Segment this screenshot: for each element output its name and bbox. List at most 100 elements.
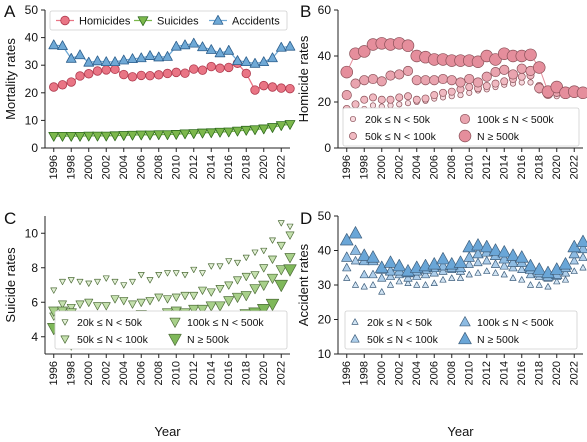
accidents-point <box>240 56 252 67</box>
panel-b-point-group-4 <box>471 55 485 68</box>
panel-d-xtick-label: 2020 <box>551 361 563 385</box>
panel-b-xtick-label: 2006 <box>428 155 440 179</box>
accidents-point <box>249 57 261 68</box>
accidents-point <box>65 52 77 63</box>
panel-b-point-group-2 <box>500 77 509 86</box>
legend-label: 50k ≤ N < 100k <box>365 131 437 143</box>
panel-b-xtick-label: 2010 <box>463 155 475 179</box>
panel-c-point-group-1 <box>242 254 250 261</box>
panel-c-point-group-1 <box>172 270 180 277</box>
panel-d-xtick-label: 2016 <box>516 361 528 385</box>
homicides-point <box>145 70 155 81</box>
panel-b-ytick-label: 0 <box>324 141 331 155</box>
panel-b-point-group-3 <box>411 75 422 86</box>
panel-d-point-group-1 <box>579 264 587 271</box>
panel-d-point-group-4 <box>532 262 546 275</box>
suicides-point <box>258 124 270 135</box>
accidents-point <box>92 55 103 66</box>
panel-c-ytick-label: 8 <box>31 261 38 275</box>
panel-c-point-group-1 <box>164 270 171 277</box>
accidents-point <box>118 54 130 65</box>
panel-b-point-group-3 <box>516 63 527 74</box>
homicides-point <box>285 83 295 94</box>
panel-a-xtick-label: 2020 <box>258 155 270 179</box>
homicides-point <box>171 67 181 78</box>
panel-a-xtick-label: 1998 <box>65 155 77 179</box>
legend-marker <box>212 14 224 25</box>
panel-d-point-group-1 <box>518 276 526 283</box>
panel-c-point-group-2 <box>136 298 146 307</box>
panel-c-point-group-1 <box>286 223 294 230</box>
panel-b-letter: B <box>300 2 311 21</box>
panel-d-point-group-2 <box>350 256 361 265</box>
suicides-point <box>135 130 147 141</box>
panel-d-point-group-4 <box>453 255 468 268</box>
panel-b-point-group-4 <box>524 48 537 62</box>
panel-c-xlabel: Year <box>154 424 181 439</box>
panel-c: C 4 6 8 10 1996 1998 2000 2002 2004 2006 2008 2010 2… <box>3 209 297 439</box>
accidents-point <box>267 52 278 63</box>
suicides-point <box>118 131 130 141</box>
panel-b-xtick-label: 2022 <box>568 155 580 179</box>
panel-b-point-group-2 <box>369 93 377 102</box>
panel-d-point-group-2 <box>385 271 396 280</box>
panel-b-point-group-2 <box>447 87 456 96</box>
panel-c-point-group-1 <box>137 271 145 279</box>
suicides-point <box>188 129 200 139</box>
panel-d-xlabel: Year <box>447 424 474 439</box>
panel-b-ytick-label: 60 <box>318 3 332 17</box>
panel-b-xtick-label: 2008 <box>446 155 458 179</box>
panel-d-point-group-2 <box>420 269 431 279</box>
panel-c-point-group-2 <box>206 288 216 297</box>
panel-b-xtick-label: 2014 <box>498 155 510 179</box>
panel-b-point-group-2 <box>491 79 500 88</box>
panel-b-point-group-2 <box>421 94 430 103</box>
homicides-point <box>241 68 251 79</box>
panel-c-point-group-1 <box>102 275 110 282</box>
panel-a-legend-box <box>49 10 288 31</box>
homicides-point <box>180 68 190 78</box>
panel-c-xtick-label: 2016 <box>223 361 235 385</box>
panel-b-point-group-4 <box>532 61 546 74</box>
legend-label: Suicides <box>157 16 199 28</box>
panel-d-ylabel: Accident rates <box>296 243 311 326</box>
panel-c-point-group-3 <box>205 301 217 312</box>
suicides-point <box>249 125 261 136</box>
accidents-point <box>74 49 86 60</box>
panel-c-point-group-3 <box>267 273 278 284</box>
suicides-point <box>144 130 156 141</box>
homicides-point <box>92 66 103 76</box>
panel-c-point-group-1 <box>190 266 198 274</box>
suicides-point <box>100 131 112 142</box>
panel-a-xtick-label: 2008 <box>153 155 165 179</box>
accidents-point <box>135 52 147 63</box>
panel-b-point-group-3 <box>350 78 361 89</box>
panel-c-point-group-2 <box>180 291 190 300</box>
legend-marker <box>169 317 181 328</box>
panel-d-point-group-1 <box>465 271 473 278</box>
panel-c-point-group-1 <box>199 270 206 277</box>
panel-c-point-group-4 <box>257 304 271 317</box>
legend-marker <box>351 318 359 325</box>
panel-b-point-group-2 <box>412 95 421 104</box>
panel-c-point-group-3 <box>240 291 252 302</box>
accidents-point <box>170 40 182 51</box>
panel-c-point-group-2 <box>154 293 164 302</box>
legend-marker <box>459 113 471 125</box>
panel-c-xtick-label: 2020 <box>258 361 270 385</box>
panel-a-ylabel: Mortality rates <box>3 38 18 120</box>
suicides-point <box>232 126 243 137</box>
panel-c-point-group-2 <box>84 298 94 307</box>
homicides-point <box>224 62 234 73</box>
panel-b-point-group-2 <box>386 95 395 104</box>
homicides-point <box>49 82 59 92</box>
panel-c-point-group-1 <box>277 220 285 227</box>
panel-b-point-group-1 <box>404 100 412 107</box>
accidents-point <box>284 40 296 51</box>
homicides-point <box>136 70 146 81</box>
panel-c-xtick-label: 2006 <box>135 361 147 385</box>
suicides-point <box>48 131 60 142</box>
panel-c-xtick-label: 2010 <box>170 361 182 385</box>
accidents-point <box>179 39 191 50</box>
